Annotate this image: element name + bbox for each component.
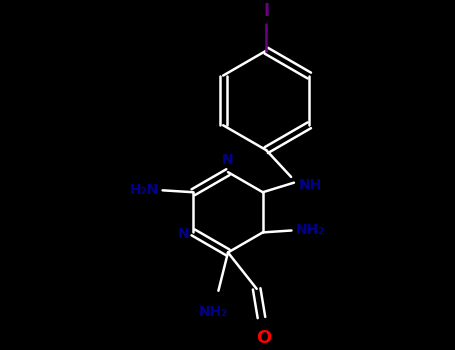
- Text: NH: NH: [299, 177, 322, 191]
- Text: NH₂: NH₂: [295, 224, 324, 238]
- Text: H₂N: H₂N: [130, 183, 159, 197]
- Text: NH₂: NH₂: [199, 305, 228, 319]
- Text: N: N: [222, 153, 234, 167]
- Text: N: N: [178, 227, 189, 241]
- Text: I: I: [263, 2, 269, 20]
- Text: O: O: [256, 329, 271, 347]
